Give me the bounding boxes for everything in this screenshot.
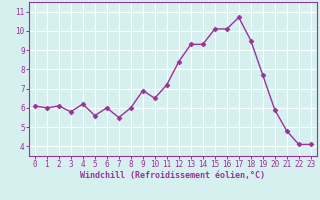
X-axis label: Windchill (Refroidissement éolien,°C): Windchill (Refroidissement éolien,°C) bbox=[80, 171, 265, 180]
